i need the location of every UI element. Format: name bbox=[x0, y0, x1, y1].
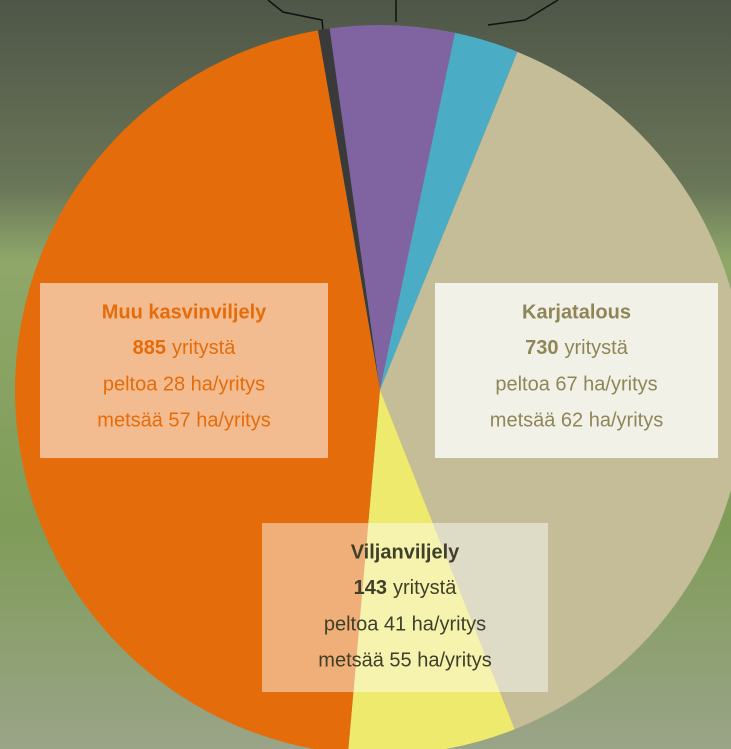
leader-line bbox=[267, 0, 324, 31]
label-forest: metsää 57 ha/yritys bbox=[97, 409, 270, 431]
label-forest: metsää 62 ha/yritys bbox=[490, 409, 663, 431]
label-unit: yritystä bbox=[172, 337, 236, 359]
label-field: peltoa 28 ha/yritys bbox=[103, 373, 265, 395]
label-name: Muu kasvinviljely bbox=[102, 301, 267, 323]
pie-slice bbox=[348, 390, 515, 749]
value-label: 885 bbox=[133, 337, 166, 359]
label-name: Viljanviljely bbox=[351, 541, 460, 563]
label-count: 143 yritystä bbox=[354, 577, 458, 599]
label-field: peltoa 67 ha/yritys bbox=[495, 373, 657, 395]
label-count: 730 yritystä bbox=[525, 337, 629, 359]
pie-slice bbox=[329, 25, 455, 391]
label-count: 885 yritystä bbox=[133, 337, 237, 359]
value-label: 730 bbox=[525, 337, 558, 359]
label-forest: metsää 55 ha/yritys bbox=[318, 649, 491, 671]
pie-slice bbox=[380, 32, 518, 391]
label-unit: yritystä bbox=[393, 577, 457, 599]
leader-lines bbox=[267, 0, 559, 31]
label-box bbox=[262, 523, 548, 692]
label-box bbox=[435, 283, 718, 458]
label-box bbox=[40, 283, 328, 458]
label-name: Karjatalous bbox=[522, 301, 631, 323]
leader-line bbox=[487, 0, 559, 26]
pie-slice bbox=[317, 28, 380, 391]
value-label: 143 bbox=[354, 577, 387, 599]
label-field: peltoa 41 ha/yritys bbox=[324, 613, 486, 635]
label-unit: yritystä bbox=[565, 337, 629, 359]
